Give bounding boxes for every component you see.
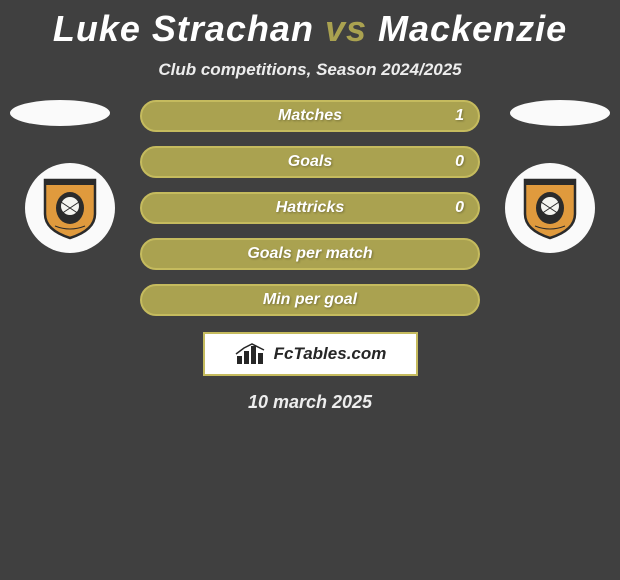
brand-text: FcTables.com [274, 344, 387, 364]
player2-avatar-placeholder [510, 100, 610, 126]
stat-bar-hattricks: Hattricks 0 [140, 192, 480, 224]
player1-name: Luke Strachan [53, 8, 314, 49]
shield-icon [521, 176, 579, 240]
stat-value-right: 0 [455, 199, 464, 217]
stat-bar-goals: Goals 0 [140, 146, 480, 178]
bar-chart-icon [234, 342, 268, 366]
vs-text: vs [325, 8, 367, 49]
stat-label: Min per goal [263, 291, 357, 309]
content-area: Matches 1 Goals 0 Hattricks 0 Goals per … [0, 100, 620, 413]
stat-label: Goals per match [247, 245, 372, 263]
player2-name: Mackenzie [378, 8, 567, 49]
player1-club-badge [25, 163, 115, 253]
stat-value-right: 1 [455, 107, 464, 125]
stat-bar-goals-per-match: Goals per match [140, 238, 480, 270]
shield-icon [41, 176, 99, 240]
stat-label: Matches [278, 107, 342, 125]
player2-club-badge [505, 163, 595, 253]
stat-bar-matches: Matches 1 [140, 100, 480, 132]
stat-label: Goals [288, 153, 332, 171]
comparison-title: Luke Strachan vs Mackenzie [0, 8, 620, 50]
stats-bars: Matches 1 Goals 0 Hattricks 0 Goals per … [140, 100, 480, 316]
footer-date: 10 march 2025 [0, 392, 620, 413]
stat-label: Hattricks [276, 199, 344, 217]
brand-box[interactable]: FcTables.com [203, 332, 418, 376]
stat-bar-min-per-goal: Min per goal [140, 284, 480, 316]
subtitle: Club competitions, Season 2024/2025 [0, 60, 620, 80]
player1-avatar-placeholder [10, 100, 110, 126]
stat-value-right: 0 [455, 153, 464, 171]
